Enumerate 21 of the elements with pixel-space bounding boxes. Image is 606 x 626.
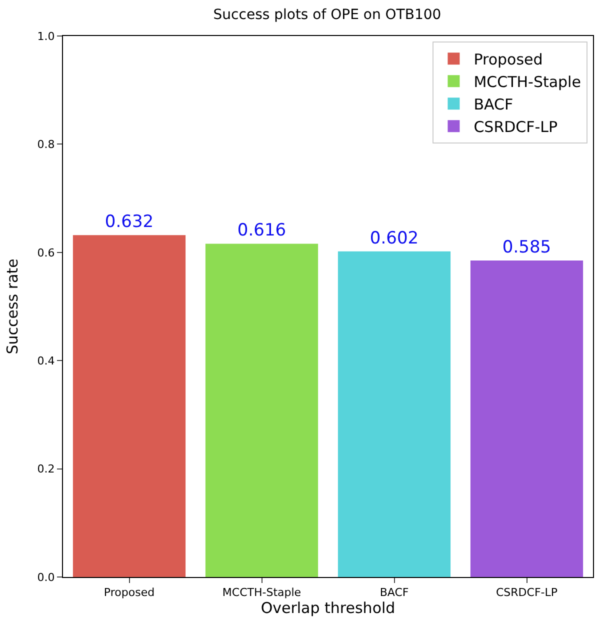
data-label: 0.602 bbox=[370, 228, 419, 248]
legend-label: CSRDCF-LP bbox=[474, 118, 558, 136]
x-tick-label: CSRDCF-LP bbox=[496, 586, 558, 600]
chart-title: Success plots of OPE on OTB100 bbox=[213, 7, 442, 24]
data-label: 0.616 bbox=[237, 220, 286, 241]
legend-label: BACF bbox=[474, 96, 514, 114]
x-tick-label: BACF bbox=[380, 586, 409, 600]
data-label: 0.585 bbox=[502, 238, 552, 258]
y-axis-title: Success rate bbox=[4, 258, 22, 354]
y-tick-label: 0.0 bbox=[37, 570, 55, 584]
data-label: 0.632 bbox=[104, 212, 154, 232]
y-tick-label: 0.6 bbox=[37, 246, 55, 260]
y-tick-label: 0.4 bbox=[37, 354, 55, 368]
legend-label: Proposed bbox=[474, 50, 543, 69]
y-tick-label: 0.2 bbox=[37, 462, 55, 476]
legend-label: MCCTH-Staple bbox=[474, 73, 581, 92]
x-tick-label: Proposed bbox=[104, 586, 155, 600]
y-tick-label: 1.0 bbox=[37, 30, 55, 43]
y-tick-label: 0.8 bbox=[37, 138, 55, 152]
x-tick-label: MCCTH-Staple bbox=[222, 586, 302, 600]
x-axis-title: Overlap threshold bbox=[260, 599, 396, 618]
